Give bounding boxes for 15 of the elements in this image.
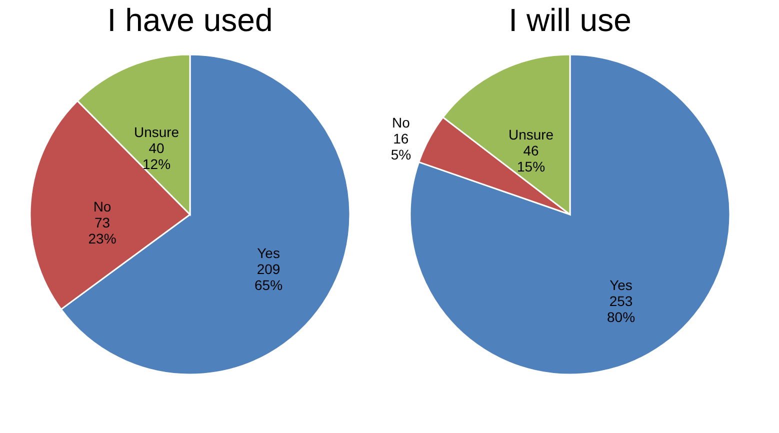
- data-label: 40 12%: [142, 140, 171, 172]
- chart-title: I will use: [508, 2, 632, 38]
- slice-label: No: [93, 198, 112, 215]
- data-label: 209 65%: [254, 261, 283, 294]
- pie-slice: [409, 54, 731, 376]
- data-label: 73 23%: [88, 214, 116, 247]
- chart-title: I have used: [107, 2, 273, 38]
- slice-label: Unsure: [134, 124, 180, 140]
- data-label: 46 15%: [517, 142, 546, 175]
- data-label: 253 80%: [606, 293, 636, 326]
- slice-label: Unsure: [508, 126, 554, 143]
- slice-label: No: [392, 114, 410, 131]
- slice-label: Yes: [610, 277, 632, 294]
- slice-label: Yes: [257, 245, 280, 262]
- data-label: 16 5%: [390, 130, 412, 163]
